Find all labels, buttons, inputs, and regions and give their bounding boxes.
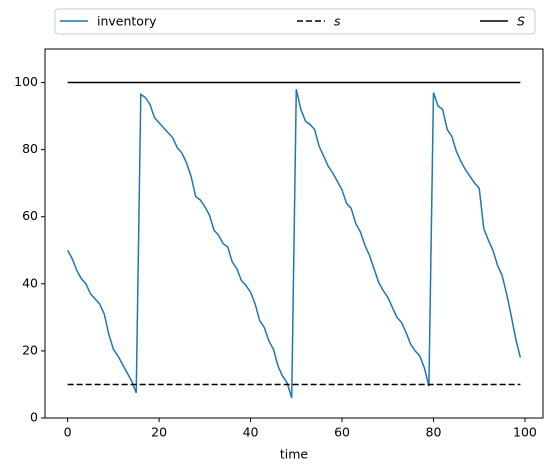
x-axis-label: time	[280, 447, 309, 462]
y-tick-label: 20	[22, 342, 38, 357]
x-tick-label: 0	[64, 425, 72, 440]
series-line	[66, 89, 522, 399]
x-tick-label: 40	[243, 425, 259, 440]
y-tick-label: 80	[22, 141, 38, 156]
x-tick-label: 60	[334, 425, 350, 440]
legend-label: inventory	[97, 14, 157, 29]
x-tick-label: 80	[426, 425, 442, 440]
plot-frame	[44, 48, 544, 419]
x-tick-label: 100	[513, 425, 537, 440]
legend-label: s	[334, 14, 341, 29]
y-tick-label: 100	[14, 74, 38, 89]
x-tick-label: 20	[151, 425, 167, 440]
legend-box	[54, 8, 536, 35]
y-tick-label: 40	[22, 275, 38, 290]
legend-label: S	[517, 14, 525, 29]
y-tick-label: 0	[30, 410, 38, 425]
y-tick-label: 60	[22, 208, 38, 223]
